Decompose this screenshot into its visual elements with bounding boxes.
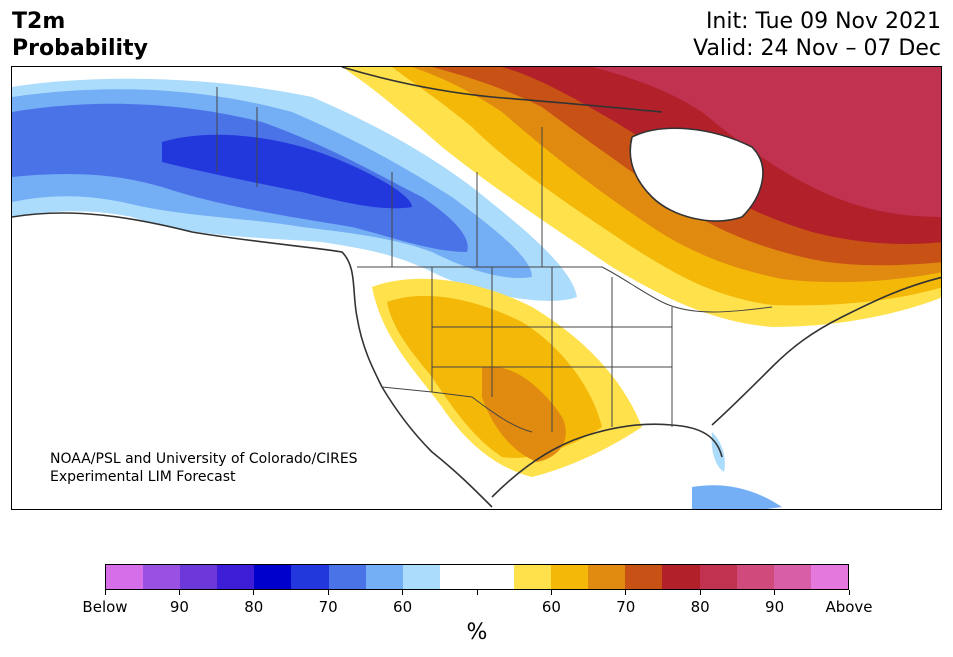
colorbar-swatch [476,565,515,589]
cuba-cold [692,485,782,509]
colorbar-swatch [625,565,663,589]
chart-title-right: Init: Tue 09 Nov 2021 Valid: 24 Nov – 07… [693,8,941,62]
colorbar-swatch [180,565,218,589]
colorbar-swatch [217,565,255,589]
colorbar-swatch [254,565,292,589]
credit-text: NOAA/PSL and University of Colorado/CIRE… [50,450,358,486]
state-lines [431,267,673,432]
colorbar-tick-label: 80 [690,598,710,616]
colorbar-tick-label: 90 [169,598,189,616]
province-lines [256,107,543,267]
colorbar-swatch [551,565,589,589]
colorbar-tick-label: 70 [616,598,636,616]
colorbar [105,564,849,590]
colorbar-swatch [402,565,440,589]
colorbar-tick [699,590,701,595]
colorbar-tick-label: 70 [318,598,338,616]
hudson-coast [629,127,764,222]
colorbar-tick [253,590,255,595]
us-mexico-border [381,386,533,433]
colorbar-tick [327,590,329,595]
colorbar-tick [178,590,180,595]
credit-line1: NOAA/PSL and University of Colorado/CIRE… [50,451,358,467]
colorbar-tick [550,590,552,595]
colorbar-swatch [773,565,811,589]
colorbar-tick [848,590,850,595]
colorbar-swatch [291,565,329,589]
colorbar-tick [476,590,478,595]
title-type: Probability [12,36,148,61]
colorbar-swatch [439,565,477,589]
arctic-coast [341,67,663,113]
colorbar-swatch [365,565,403,589]
credit-line2: Experimental LIM Forecast [50,469,236,485]
florida-cold [711,432,725,472]
init-date: Init: Tue 09 Nov 2021 [705,9,941,34]
colorbar-swatch [810,565,848,589]
colorbar-tick-label: 60 [393,598,413,616]
sw-warm-80 [482,366,566,462]
colorbar-tick-label: 80 [244,598,264,616]
colorbar-swatch [514,565,552,589]
us-canada-border [357,266,773,313]
colorbar-swatch [662,565,700,589]
title-variable: T2m [12,9,66,34]
colorbar-tick [402,590,404,595]
colorbar-tick-label: Below [82,598,128,616]
probability-map [12,67,941,509]
colorbar-swatch [588,565,626,589]
colorbar-swatch [143,565,181,589]
colorbar-swatch [328,565,366,589]
cold-region-90 [162,134,412,209]
warm-region-core [592,67,941,217]
colorbar-tick [104,590,106,595]
hudson-bay [630,128,763,221]
atlantic-coast [711,276,941,426]
valid-range: Valid: 24 Nov – 07 Dec [693,36,941,61]
colorbar-tick-label: 90 [765,598,785,616]
colorbar-unit: % [466,620,488,645]
colorbar-swatch [106,565,144,589]
colorbar-tick [774,590,776,595]
colorbar-tick [625,590,627,595]
colorbar-swatch [699,565,737,589]
gulf-coast [491,423,723,498]
chart-title-left: T2m Probability [12,8,148,62]
colorbar-swatch [736,565,774,589]
pacific-coast [12,212,493,508]
colorbar-tick-label: Above [825,598,873,616]
map-panel: NOAA/PSL and University of Colorado/CIRE… [11,66,942,510]
colorbar-tick-label: 60 [541,598,561,616]
